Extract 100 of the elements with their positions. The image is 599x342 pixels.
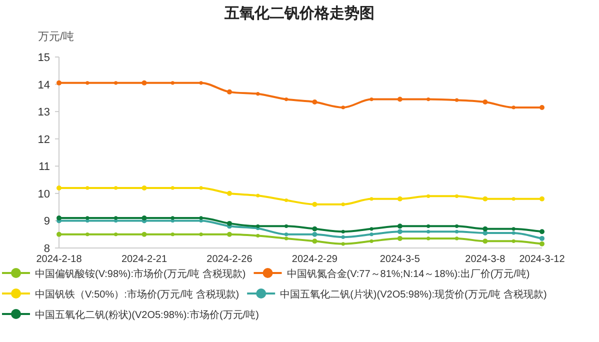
point [341,202,345,206]
point [397,96,402,102]
point [341,235,345,239]
point [426,230,430,234]
point [426,224,430,228]
y-tick-label: 13 [38,106,50,119]
point [312,226,318,232]
y-tick-label: 15 [38,52,50,64]
point [426,194,430,198]
legend-label: 中国五氧化二钒(片状)(V2O5:98%):现货价(万元/吨 含税现款) [280,288,547,300]
point [256,224,260,228]
point [370,239,374,243]
point [114,81,118,85]
point [256,92,260,96]
point [397,236,402,241]
point [397,224,402,229]
y-tick-label: 11 [38,161,50,174]
point [426,97,430,102]
point [226,89,232,94]
point [284,198,288,202]
point [142,185,147,190]
point [114,186,118,190]
point [284,224,288,228]
point [312,238,318,244]
point [284,236,288,240]
point [370,197,374,201]
point [284,97,288,102]
y-axis-title: 万元/吨 [38,30,74,43]
point [341,230,345,234]
point [226,190,232,196]
point [114,216,118,220]
point [454,194,459,198]
point [114,218,118,223]
point [312,232,318,237]
point [454,230,459,234]
point [86,232,90,236]
point [284,232,288,236]
y-tick-label: 9 [44,216,50,228]
point [199,186,203,190]
point [341,106,345,110]
point [56,215,62,220]
point [540,104,544,110]
point [341,242,345,246]
point [482,226,488,232]
point [512,106,516,110]
point [540,236,544,241]
point [512,227,516,231]
point [86,81,90,85]
x-tick-label: 2024-3-5 [380,254,420,265]
point [142,215,147,220]
point [170,216,174,220]
point [199,232,203,236]
point [370,232,374,236]
legend-label: 中国钒铁（V:50%）:市场价(万元/吨 含税现款) [35,288,240,300]
legend-label: 中国偏钒酸铵(V:98%):市场价(万元/吨 含税现款) [35,268,246,280]
point [540,229,544,234]
y-tick-label: 12 [38,134,50,146]
point [512,231,516,235]
y-tick-label: 8 [44,243,50,255]
point [142,80,147,86]
point [312,100,318,105]
point [482,196,488,202]
point [540,196,544,202]
point [454,98,459,102]
point [142,232,147,237]
x-tick-label: 2024-2-18 [36,254,82,265]
point [482,238,488,244]
point [454,224,459,228]
point [86,216,90,220]
x-tick-label: 2024-3-12 [519,254,566,265]
y-tick-label: 14 [38,79,50,92]
point [114,232,118,236]
point [454,236,459,240]
point [397,196,402,202]
point [512,197,516,201]
point [56,80,62,86]
x-tick-label: 2024-2-29 [292,254,338,265]
x-tick-label: 2024-3-8 [465,254,506,265]
chart-title: 五氧化二钒价格走势图 [224,5,374,22]
point [199,81,203,85]
point [370,97,374,102]
point [397,229,402,234]
point [370,227,374,231]
legend-label: 中国钒氮合金(V:77～81%;N:14～18%):出厂价(万元/吨) [286,268,530,280]
point [86,186,90,190]
y-tick-label: 10 [38,188,50,200]
x-tick-label: 2024-2-21 [121,254,168,265]
point [256,234,260,238]
legend-label: 中国五氧化二钒(粉状)(V2O5:98%):市场价(万元/吨) [35,309,259,321]
point [226,232,232,237]
point [482,100,488,105]
x-tick-label: 2024-2-26 [206,254,253,265]
point [170,186,174,190]
point [170,81,174,85]
point [199,216,203,220]
point [512,239,516,243]
point [56,185,62,190]
point [226,220,232,226]
point [56,232,62,237]
point [170,232,174,236]
